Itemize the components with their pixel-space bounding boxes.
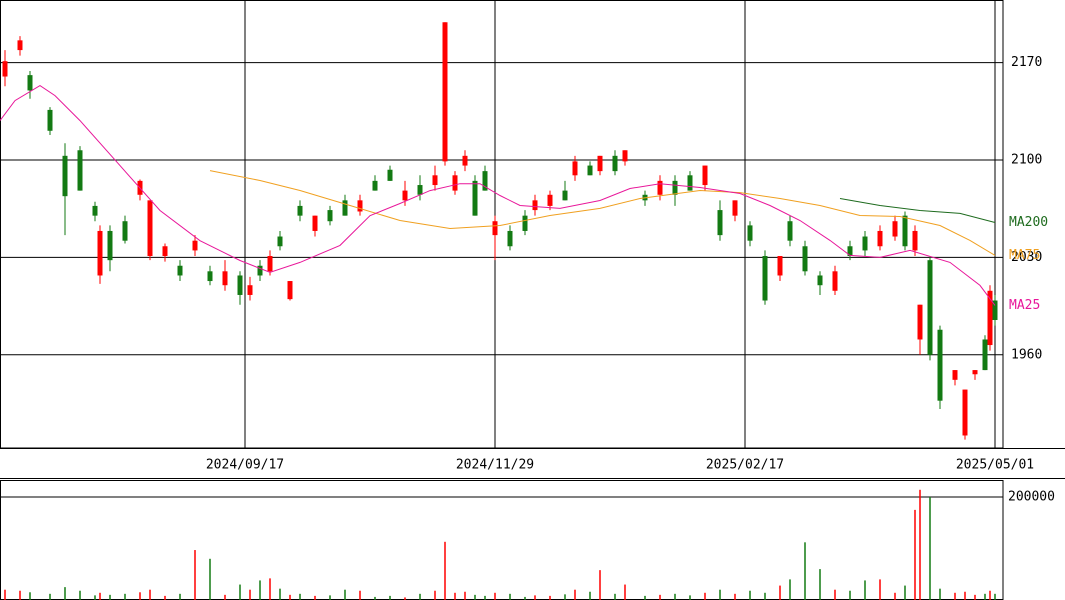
x-tick-label: 2025/05/01 (956, 458, 1034, 473)
candle-body (417, 185, 423, 195)
candle-body (47, 109, 53, 131)
candle-body (962, 389, 968, 436)
candle-body (247, 285, 253, 295)
candle-body (762, 256, 768, 301)
volume-panel-frame (0, 480, 1004, 600)
candle-body (777, 256, 783, 276)
candle-body (122, 221, 128, 241)
x-tick-label: 2024/09/17 (206, 458, 284, 473)
candle-body (462, 155, 468, 166)
candle-body (147, 200, 153, 256)
candle-body (657, 180, 663, 195)
candle-body (287, 281, 293, 300)
candle-body (522, 215, 528, 231)
candle-body (297, 205, 303, 216)
candle-body (987, 290, 993, 346)
candle-body (277, 236, 283, 247)
candle-body (432, 175, 438, 186)
candle-body (342, 200, 348, 216)
candle-body (862, 236, 868, 251)
candle-body (817, 275, 823, 286)
candle-body (357, 200, 363, 212)
candle-body (267, 256, 273, 272)
candle-body (107, 230, 113, 261)
candle-body (612, 155, 618, 172)
volume-tick-label: 200000 (1008, 489, 1055, 504)
candle-body (672, 180, 678, 195)
candle-body (177, 265, 183, 276)
candle-body (222, 271, 228, 286)
candle-body (912, 230, 918, 251)
candle-body (747, 225, 753, 241)
candle-body (597, 155, 603, 172)
x-tick-label: 2024/11/29 (456, 458, 534, 473)
y-tick-label: 1960 (1011, 347, 1042, 362)
candle-body (507, 230, 513, 247)
candle-body (452, 175, 458, 191)
candle-body (877, 230, 883, 247)
candle-body (702, 165, 708, 186)
legend-label: MA25 (1009, 298, 1040, 313)
candle-body (482, 171, 488, 191)
moving-average-line (209, 170, 996, 256)
y-tick-label: 2100 (1011, 153, 1042, 168)
candle-body (327, 210, 333, 222)
candle-body (832, 271, 838, 291)
candle-body (207, 271, 213, 282)
candle-body (402, 190, 408, 201)
candle-body (992, 300, 998, 320)
candle-body (372, 180, 378, 191)
candle-body (387, 169, 393, 181)
candle-body (982, 339, 988, 371)
candle-body (2, 61, 8, 77)
candle-body (92, 205, 98, 216)
candle-body (162, 246, 168, 256)
moving-average-line (0, 85, 996, 306)
candle-body (572, 161, 578, 176)
candle-body (237, 275, 243, 295)
y-tick-label: 2170 (1011, 55, 1042, 70)
candle-body (97, 230, 103, 276)
candle-body (312, 215, 318, 231)
candle-body (547, 194, 553, 206)
candle-body (472, 180, 478, 216)
candle-body (492, 221, 498, 236)
candle-body (562, 190, 568, 201)
candle-body (717, 210, 723, 236)
candle-body (927, 260, 933, 355)
candle-body (902, 215, 908, 247)
candle-body (257, 265, 263, 276)
candle-body (687, 175, 693, 191)
candle-body (847, 246, 853, 256)
candle-body (892, 221, 898, 237)
candle-body (937, 329, 943, 401)
candle-body (442, 22, 448, 162)
candle-body (972, 370, 978, 375)
legend-label: MA75 (1009, 248, 1040, 263)
legend-label: MA200 (1009, 215, 1048, 230)
candle-body (802, 246, 808, 272)
candle-body (17, 40, 23, 51)
y-tick-label: 2030 (1011, 250, 1042, 265)
moving-average-line (839, 198, 996, 223)
candle-body (787, 221, 793, 241)
x-tick-label: 2025/02/17 (706, 458, 784, 473)
candle-body (952, 370, 958, 380)
candle-body (732, 200, 738, 216)
candle-body (192, 240, 198, 251)
candle-body (27, 75, 33, 91)
candle-body (77, 150, 83, 191)
candle-body (622, 150, 628, 162)
candle-body (587, 165, 593, 176)
candle-body (62, 155, 68, 197)
candle-body (532, 200, 538, 211)
candle-body (917, 304, 923, 340)
